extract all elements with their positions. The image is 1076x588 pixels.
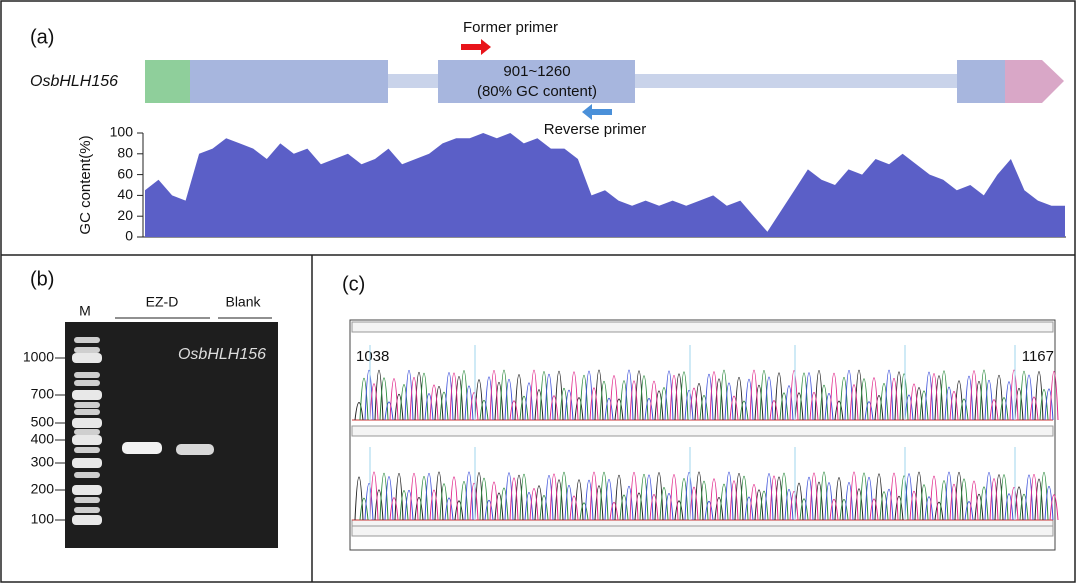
figure: (a) OsbHLH156 Former primer 901~1260 (80…	[0, 0, 1076, 583]
marker-label: 700	[31, 386, 55, 402]
ladder-band	[72, 485, 102, 495]
lane-label: M	[79, 303, 91, 319]
panel-label: (b)	[30, 268, 54, 290]
marker-label: 1000	[23, 349, 54, 365]
y-axis-label: GC content(%)	[77, 135, 94, 234]
y-tick-label: 20	[117, 207, 133, 223]
panel-label: (c)	[342, 273, 365, 295]
marker-label: 100	[31, 511, 55, 527]
primer-arrow	[582, 104, 612, 120]
seq-bar	[352, 426, 1053, 436]
ladder-band	[74, 409, 100, 415]
ladder-band	[74, 472, 100, 478]
ladder-band	[72, 390, 102, 400]
lane-label: EZ-D	[146, 294, 179, 310]
lane-label: Blank	[225, 294, 261, 310]
ladder-band	[74, 372, 100, 378]
ladder-band	[72, 435, 102, 445]
ladder-band	[74, 380, 100, 386]
primer-label: Former primer	[463, 19, 558, 36]
y-tick-label: 60	[117, 165, 133, 181]
band	[122, 442, 162, 454]
ladder-band	[72, 515, 102, 525]
ladder-band	[74, 402, 100, 408]
band	[176, 444, 214, 455]
ladder-band	[74, 347, 100, 353]
marker-label: 300	[31, 454, 55, 470]
primer-label: Reverse primer	[544, 121, 647, 138]
ladder-band	[72, 353, 102, 363]
y-tick-label: 100	[110, 124, 134, 140]
utr	[145, 60, 190, 103]
ladder-band	[74, 507, 100, 513]
gene-name: OsbHLH156	[178, 346, 266, 363]
y-tick-label: 80	[117, 145, 133, 161]
seq-bar	[352, 322, 1053, 332]
position-end: 1167	[1022, 348, 1054, 365]
ladder-band	[74, 447, 100, 453]
position-start: 1038	[356, 348, 389, 365]
seq-bar	[352, 526, 1053, 536]
ladder-band	[74, 337, 100, 343]
region: 901~1260	[503, 63, 570, 80]
primer-arrow	[461, 39, 491, 55]
marker-label: 500	[31, 414, 55, 430]
ladder-band	[72, 418, 102, 428]
marker-label: 200	[31, 481, 55, 497]
y-tick-label: 0	[125, 228, 133, 244]
panel-label: (a)	[30, 26, 54, 48]
utr	[1005, 60, 1064, 103]
gc-area	[145, 133, 1065, 237]
gene-name: OsbHLH156	[30, 73, 118, 90]
marker-label: 400	[31, 431, 55, 447]
exon	[190, 60, 388, 103]
exon	[957, 60, 1005, 103]
ladder-band	[72, 458, 102, 468]
region-note: (80% GC content)	[477, 83, 597, 100]
y-tick-label: 40	[117, 186, 133, 202]
ladder-band	[74, 497, 100, 503]
ladder-band	[74, 429, 100, 435]
